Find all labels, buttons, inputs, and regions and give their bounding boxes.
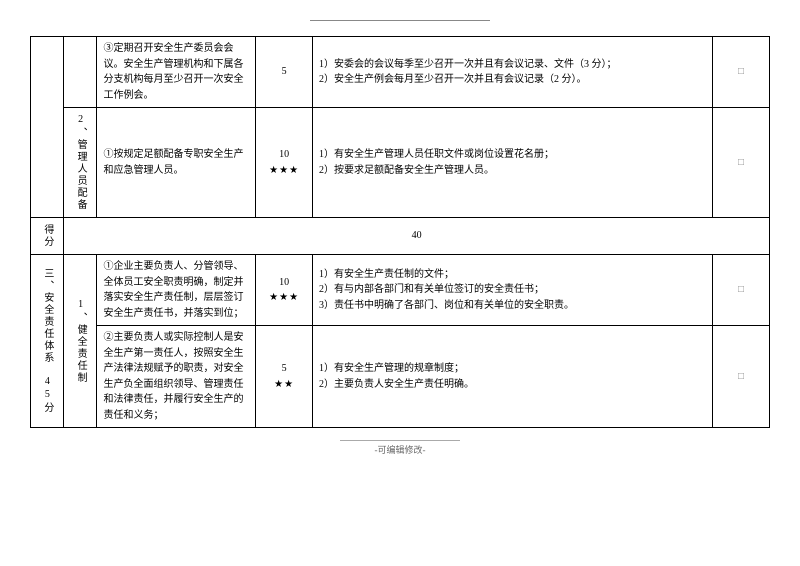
criteria-cell: 1）有安全生产管理人员任职文件或岗位设置花名册； 2）按要求足额配备安全生产管理… [313, 108, 713, 218]
desc-cell: ②主要负责人或实际控制人是安全生产第一责任人，按照安全生产法律法规赋予的职责，对… [97, 326, 256, 428]
check-cell: □ [713, 255, 770, 326]
criteria-cell: 1）有安全生产管理的规章制度； 2）主要负责人安全生产责任明确。 [313, 326, 713, 428]
table-row: 2、管理人员配备 ①按规定足额配备专职安全生产和应急管理人员。 10 ★★★ 1… [31, 108, 770, 218]
table-row: 三、安全责任体系 45分 1、健全责任制 ①企业主要负责人、分管领导、全体员工安… [31, 255, 770, 326]
check-cell: □ [713, 37, 770, 108]
category-left: 三、安全责任体系 45分 [31, 255, 64, 428]
check-cell: □ [713, 326, 770, 428]
score-cell: 5 [256, 37, 313, 108]
score-cell: 10 ★★★ [256, 108, 313, 218]
table-row: ②主要负责人或实际控制人是安全生产第一责任人，按照安全生产法律法规赋予的职责，对… [31, 326, 770, 428]
score-cell: 5 ★★ [256, 326, 313, 428]
table-row: ③定期召开安全生产委员会会议。安全生产管理机构和下属各分支机构每月至少召开一次安… [31, 37, 770, 108]
criteria-cell: 1）安委会的会议每季至少召开一次并且有会议记录、文件（3 分）； 2）安全生产例… [313, 37, 713, 108]
star-rating: ★★★ [262, 290, 306, 306]
star-rating: ★★ [262, 377, 306, 393]
header-rule [310, 20, 490, 21]
subcategory-left: 2、管理人员配备 [64, 108, 97, 218]
desc-cell: ①企业主要负责人、分管领导、全体员工安全职责明确，制定并落实安全生产责任制，层层… [97, 255, 256, 326]
check-cell: □ [713, 108, 770, 218]
score-value: 10 [262, 275, 306, 291]
star-rating: ★★★ [262, 163, 306, 179]
assessment-table: ③定期召开安全生产委员会会议。安全生产管理机构和下属各分支机构每月至少召开一次安… [30, 36, 770, 428]
desc-cell: ③定期召开安全生产委员会会议。安全生产管理机构和下属各分支机构每月至少召开一次安… [97, 37, 256, 108]
score-value: 10 [262, 147, 306, 163]
score-total: 40 [64, 218, 770, 255]
score-value: 5 [262, 361, 306, 377]
criteria-cell: 1）有安全生产责任制的文件； 2）有与内部各部门和有关单位签订的安全责任书； 3… [313, 255, 713, 326]
desc-cell: ①按规定足额配备专职安全生产和应急管理人员。 [97, 108, 256, 218]
subcategory-left: 1、健全责任制 [64, 255, 97, 428]
score-value: 5 [262, 64, 306, 80]
page: ③定期召开安全生产委员会会议。安全生产管理机构和下属各分支机构每月至少召开一次安… [30, 20, 770, 456]
score-label: 得分 [31, 218, 64, 255]
footer-text: -可编辑修改- [340, 440, 460, 456]
category-left-blank [31, 37, 64, 218]
score-row: 得分 40 [31, 218, 770, 255]
score-cell: 10 ★★★ [256, 255, 313, 326]
subcategory-left-blank [64, 37, 97, 108]
